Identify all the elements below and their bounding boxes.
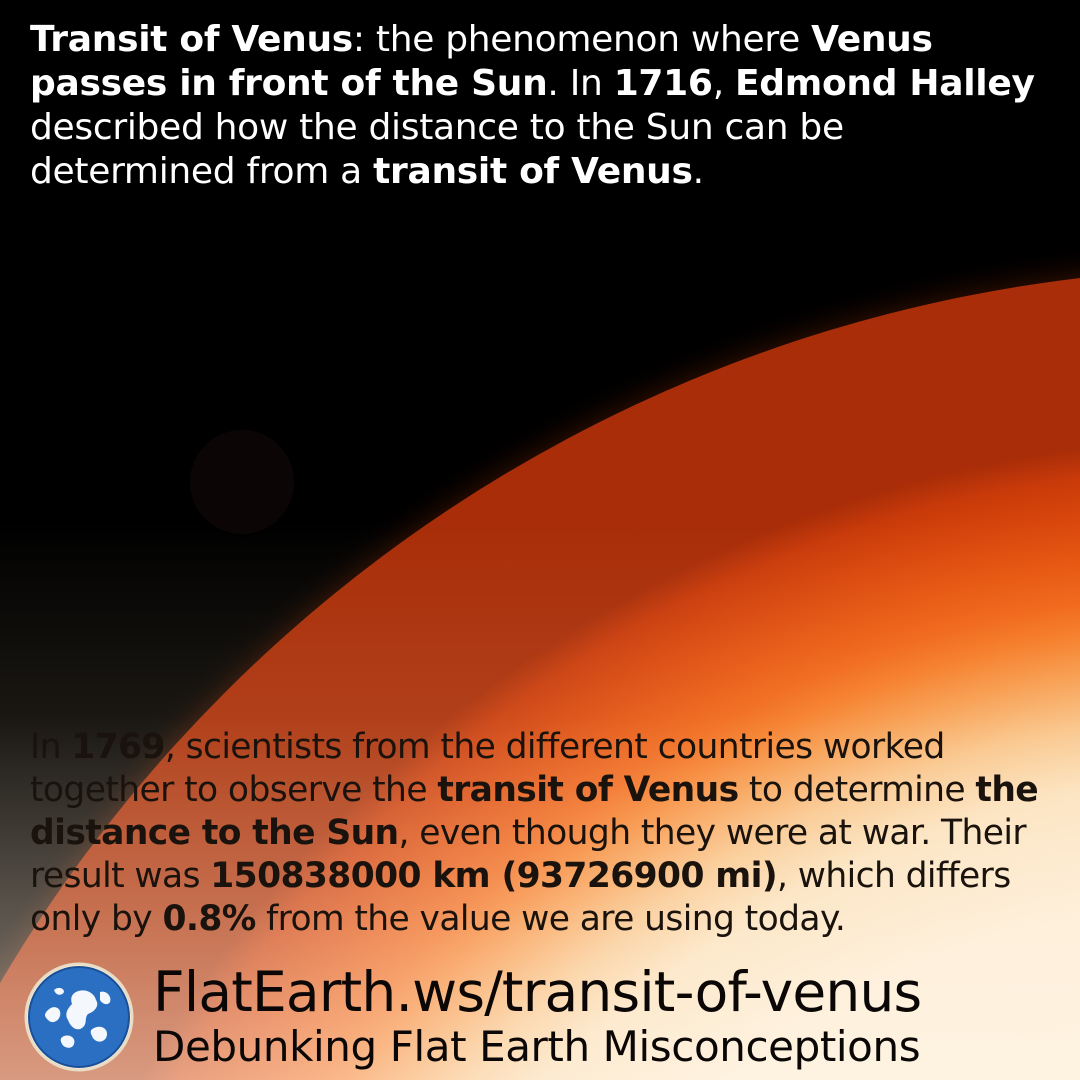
intro-text-8: described how the distance to the Sun ca… bbox=[30, 107, 844, 192]
tagline: Debunking Flat Earth Misconceptions bbox=[153, 1022, 921, 1071]
history-text-5: to determine bbox=[738, 770, 976, 810]
intro-bold-9: transit of Venus bbox=[373, 151, 693, 192]
history-bold-10: 0.8% bbox=[162, 899, 256, 939]
intro-text-4: . In bbox=[547, 63, 614, 104]
history-bold-8: 150838000 km (93726900 mi) bbox=[210, 856, 778, 896]
intro-bold-1: Transit of Venus bbox=[30, 19, 353, 60]
globe-icon bbox=[24, 962, 134, 1072]
intro-text-6: , bbox=[712, 63, 735, 104]
history-text-9: , which differs only by bbox=[30, 856, 1011, 939]
history-bold-2: 1769 bbox=[71, 727, 165, 767]
history-text-7: , even though they were at war. Their re… bbox=[30, 813, 1027, 896]
venus-disc bbox=[190, 430, 294, 534]
history-bold-4: transit of Venus bbox=[437, 770, 739, 810]
history-text: In 1769, scientists from the different c… bbox=[30, 726, 1065, 941]
history-bold-6: the distance to the Sun bbox=[30, 770, 1039, 853]
intro-bold-3: Venus passes in front of the Sun bbox=[30, 19, 933, 104]
intro-text: Transit of Venus: the phenomenon where V… bbox=[30, 18, 1055, 194]
intro-text-2: : the phenomenon where bbox=[352, 19, 812, 60]
footer: FlatEarth.ws/transit-of-venus Debunking … bbox=[0, 950, 1080, 1080]
intro-bold-7: Edmond Halley bbox=[734, 63, 1035, 104]
intro-text-10: . bbox=[692, 151, 704, 192]
history-text-3: , scientists from the different countrie… bbox=[30, 727, 945, 810]
intro-bold-5: 1716 bbox=[613, 63, 713, 104]
history-text-1: In bbox=[30, 727, 72, 767]
site-url: FlatEarth.ws/transit-of-venus bbox=[153, 960, 922, 1024]
history-text-11: from the value we are using today. bbox=[255, 899, 846, 939]
